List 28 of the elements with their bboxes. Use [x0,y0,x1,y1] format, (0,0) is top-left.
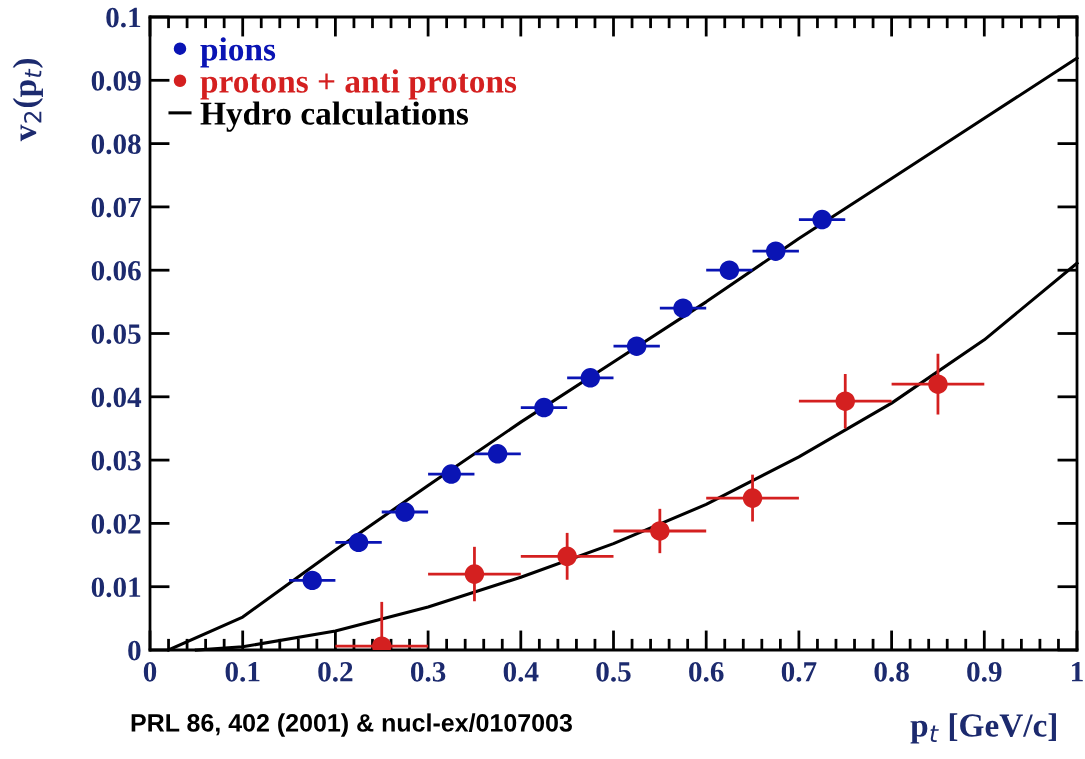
y-tick-label: 0.07 [91,197,141,218]
y-tick-label: 0.1 [106,7,141,28]
y-tick-label: 0.05 [91,324,141,345]
x-tick-label: 0 [143,661,157,682]
y-tick-label: 0.03 [91,450,141,471]
legend-label: protons + anti protons [200,69,517,100]
x-tick-label: 0.8 [874,661,909,682]
x-tick-label: 0.5 [596,661,631,682]
y-tick-label: 0.04 [91,387,142,408]
y-tick-label: 0.02 [91,514,141,534]
y-tick-label: 0.08 [91,134,141,155]
legend-label: pions [200,37,276,68]
legend-label: Hydro calculations [200,101,469,132]
x-tick-label: 1 [1072,662,1083,682]
x-tick-label: 0.3 [410,661,446,682]
y-axis-title: v$_{2}$(p$_{t}$) [12,58,43,142]
y-tick-label: 0.06 [91,260,141,281]
y-tick-label: 0 [128,640,141,661]
x-tick-label: 0.6 [689,661,724,682]
x-tick-label: 0.4 [503,661,539,682]
y-tick-label: 0.01 [91,577,141,598]
y-tick-label: 0.09 [91,71,141,91]
x-tick-label: 0.2 [318,661,353,682]
text: PRL 86, 402 (2001) & nucl-ex/0107003 [131,713,572,737]
x-tick-label: 0.7 [781,661,817,682]
x-tick-label: 0.1 [225,661,260,682]
x-tick-label: 0.9 [967,661,1002,682]
x-axis-title: p$_{t}$ [GeV/c] [910,713,1056,744]
